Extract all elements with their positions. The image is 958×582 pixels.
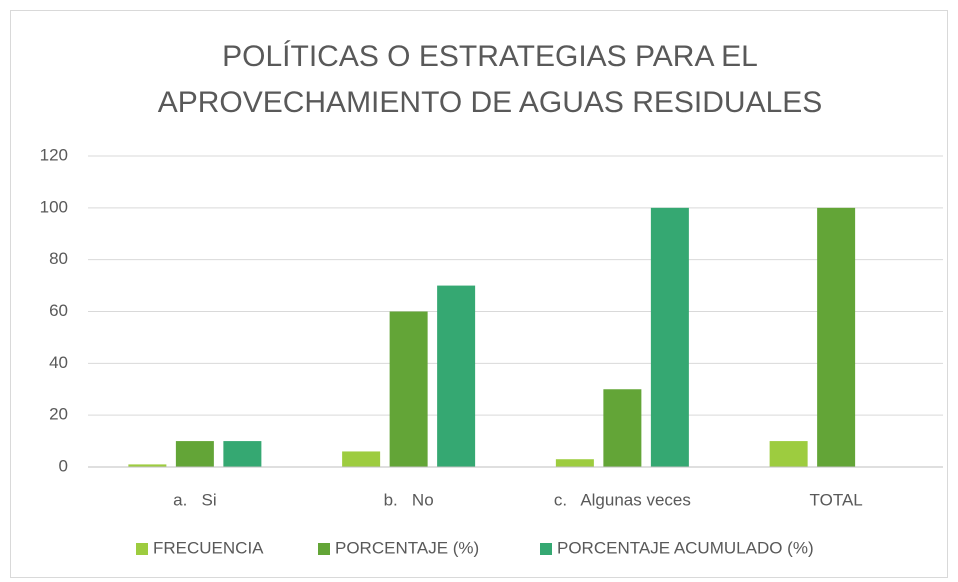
- bar: [389, 311, 428, 467]
- bar: [342, 451, 381, 467]
- y-tick-label: 100: [40, 197, 68, 216]
- x-tick-label: b. No: [384, 490, 434, 509]
- legend-swatch: [540, 543, 552, 555]
- bar: [223, 441, 262, 467]
- bar: [650, 207, 689, 468]
- legend-swatch: [136, 543, 148, 555]
- bar: [769, 441, 808, 467]
- y-tick-label: 40: [49, 353, 68, 372]
- y-tick-label: 120: [40, 145, 68, 164]
- y-tick-label: 20: [49, 405, 68, 424]
- chart-title: APROVECHAMIENTO DE AGUAS RESIDUALES: [158, 86, 823, 119]
- legend-label: PORCENTAJE (%): [335, 538, 479, 557]
- x-tick-label: c. Algunas veces: [554, 490, 691, 509]
- bar: [555, 459, 594, 467]
- x-tick-label: TOTAL: [810, 490, 863, 509]
- bar: [437, 285, 476, 467]
- bar: [175, 441, 214, 467]
- chart-border: [10, 10, 948, 578]
- y-tick-label: 0: [59, 456, 68, 475]
- bar: [817, 207, 856, 468]
- legend-swatch: [318, 543, 330, 555]
- bar: [603, 389, 642, 467]
- y-tick-label: 60: [49, 301, 68, 320]
- legend-label: FRECUENCIA: [153, 538, 264, 557]
- x-tick-label: a. Si: [173, 490, 216, 509]
- y-tick-label: 80: [49, 249, 68, 268]
- bar: [128, 464, 167, 467]
- legend-label: PORCENTAJE ACUMULADO (%): [557, 538, 814, 557]
- chart-title: POLÍTICAS O ESTRATEGIAS PARA EL: [222, 40, 758, 73]
